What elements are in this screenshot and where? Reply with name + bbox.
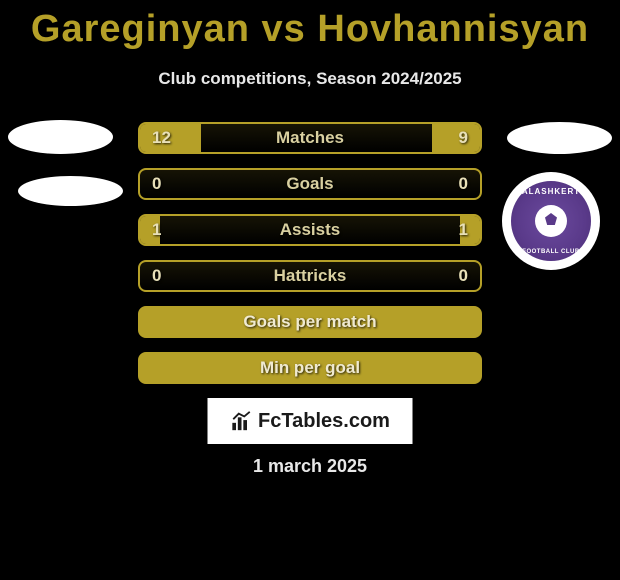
stat-value-left: 0 xyxy=(152,266,161,286)
footer-date: 1 march 2025 xyxy=(0,456,620,477)
page-title: Gareginyan vs Hovhannisyan xyxy=(0,0,620,51)
footer-logo: FcTables.com xyxy=(208,398,413,444)
stat-bar-right xyxy=(432,124,480,152)
stat-row: 12 9 Matches xyxy=(138,122,482,154)
stats-container: 12 9 Matches 0 0 Goals 1 1 Assists 0 0 Hattricks Goa… xyxy=(138,122,482,398)
stat-label: Hattricks xyxy=(274,266,347,286)
stat-label: Assists xyxy=(280,220,340,240)
stat-value-right: 9 xyxy=(459,128,468,148)
stat-label: Min per goal xyxy=(260,358,360,378)
vs-text: vs xyxy=(262,8,306,50)
club-badge-name: ALASHKERT xyxy=(522,187,580,196)
subtitle: Club competitions, Season 2024/2025 xyxy=(0,69,620,89)
stat-label: Goals per match xyxy=(243,312,376,332)
club-badge: ALASHKERT FOOTBALL CLUB xyxy=(502,172,600,270)
stat-value-left: 0 xyxy=(152,174,161,194)
soccer-ball-icon xyxy=(535,205,567,237)
stat-row: 0 0 Goals xyxy=(138,168,482,200)
stat-value-right: 0 xyxy=(459,266,468,286)
stat-value-right: 1 xyxy=(459,220,468,240)
stat-row: 0 0 Hattricks xyxy=(138,260,482,292)
player-right-avatar-placeholder xyxy=(507,122,612,154)
player-left-avatar-placeholder xyxy=(8,120,113,154)
club-badge-subtext: FOOTBALL CLUB xyxy=(522,249,579,255)
stat-value-left: 12 xyxy=(152,128,171,148)
stat-value-left: 1 xyxy=(152,220,161,240)
player-left-name: Gareginyan xyxy=(31,8,250,50)
stat-label: Goals xyxy=(286,174,333,194)
footer-logo-text: FcTables.com xyxy=(258,410,390,433)
bar-chart-icon xyxy=(230,410,252,432)
stat-row: 1 1 Assists xyxy=(138,214,482,246)
stat-label: Matches xyxy=(276,128,344,148)
player-left-club-placeholder xyxy=(18,176,123,206)
stat-value-right: 0 xyxy=(459,174,468,194)
player-right-name: Hovhannisyan xyxy=(317,8,589,50)
club-badge-inner: ALASHKERT FOOTBALL CLUB xyxy=(507,177,595,265)
stat-row: Min per goal xyxy=(138,352,482,384)
stat-row: Goals per match xyxy=(138,306,482,338)
